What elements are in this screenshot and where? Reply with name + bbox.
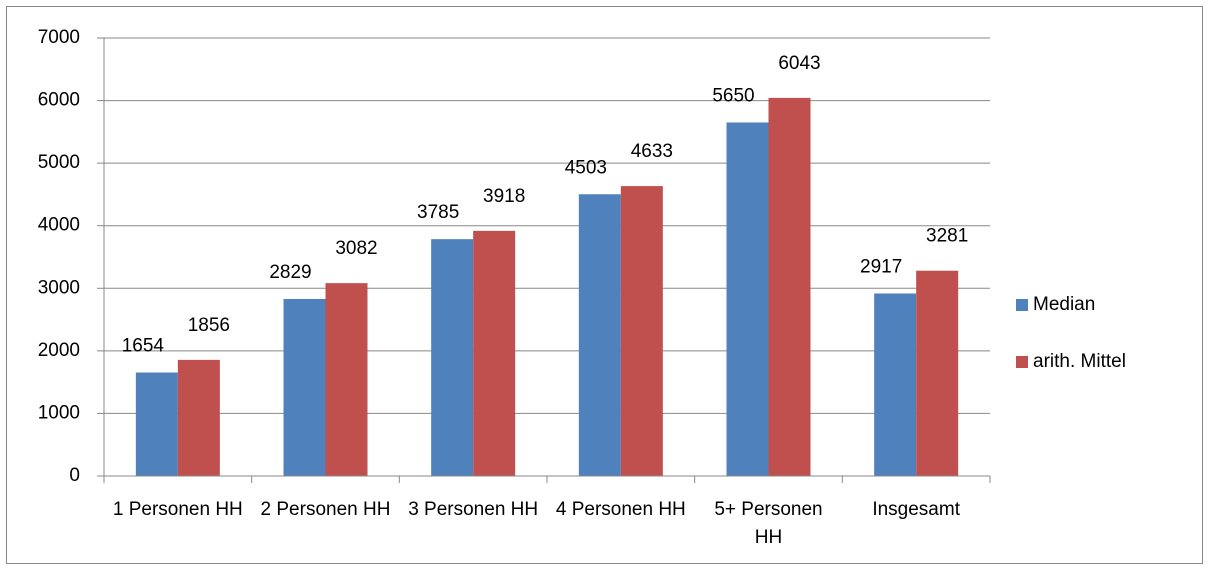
legend-label: arith. Mittel [1033, 351, 1126, 372]
bar [473, 230, 516, 476]
legend-swatch [1016, 356, 1028, 368]
y-tick-label: 1000 [38, 402, 80, 423]
x-tick-label: 2 Personen HH [260, 499, 391, 520]
y-tick-label: 7000 [38, 27, 80, 48]
value-label: 2829 [269, 262, 311, 283]
value-label: 5650 [712, 85, 754, 106]
value-label: 1654 [122, 336, 165, 357]
x-tick-label: Insgesamt [872, 499, 960, 520]
bar [431, 239, 474, 476]
y-tick-label: 4000 [38, 215, 80, 236]
x-tick-label: 4 Personen HH [555, 499, 686, 520]
legend-label: Median [1033, 294, 1095, 315]
bar [726, 122, 769, 476]
value-label: 3281 [926, 226, 968, 247]
bar [578, 194, 621, 477]
y-tick-label: 6000 [38, 90, 80, 111]
value-label: 2917 [860, 256, 902, 277]
value-label: 3918 [483, 186, 525, 207]
bar [916, 270, 959, 476]
bar [283, 298, 326, 476]
value-label: 6043 [778, 53, 820, 74]
value-label: 4633 [631, 141, 673, 162]
bar [620, 186, 663, 476]
bar [135, 372, 178, 476]
x-tick-label: 5+ Personen HH [714, 499, 823, 548]
bar [177, 359, 220, 476]
x-tick-label: 1 Personen HH [112, 499, 243, 520]
value-label: 1856 [188, 315, 230, 336]
y-tick-label: 5000 [38, 152, 80, 173]
bar [325, 283, 368, 476]
value-label: 3082 [335, 238, 377, 259]
bar [874, 293, 917, 476]
value-label: 3785 [417, 202, 459, 223]
y-tick-label: 2000 [38, 340, 80, 361]
value-label: 4503 [565, 157, 607, 178]
y-tick-label: 3000 [38, 277, 80, 298]
bar [768, 97, 811, 476]
y-tick-label: 0 [69, 465, 80, 486]
x-tick-label: 3 Personen HH [408, 499, 539, 520]
legend-swatch [1016, 299, 1028, 311]
